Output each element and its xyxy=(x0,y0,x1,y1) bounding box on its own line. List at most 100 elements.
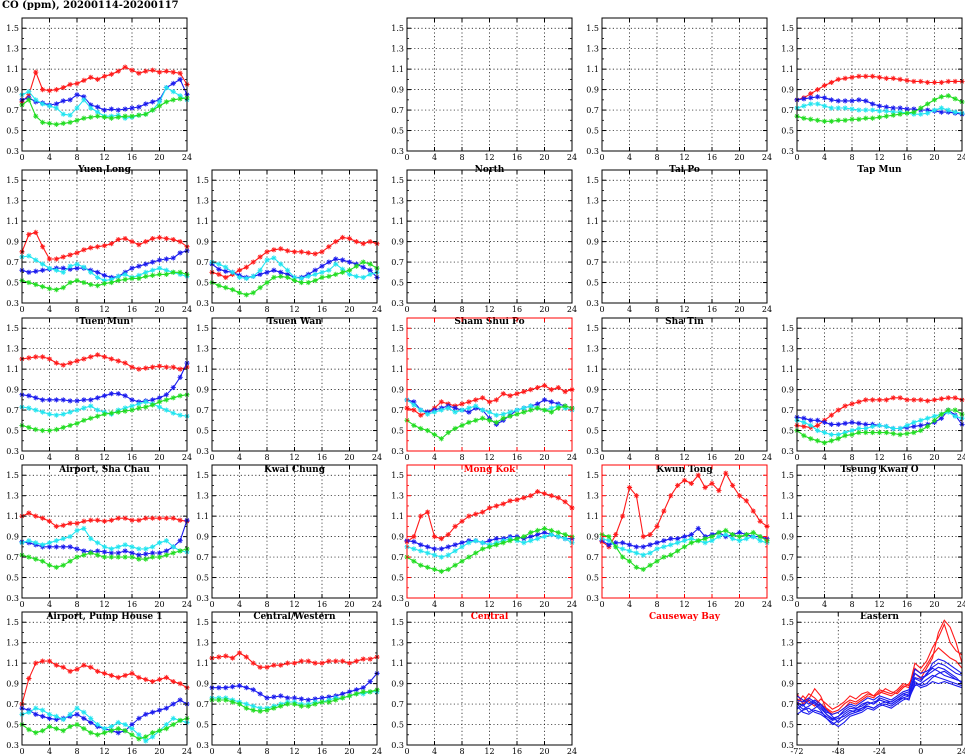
data-point xyxy=(53,360,59,366)
y-tick-label: 0.9 xyxy=(6,386,19,395)
data-point xyxy=(88,105,94,111)
data-point xyxy=(521,389,527,395)
chart-title: Kwai Chung xyxy=(264,465,326,475)
x-tick-label: 12 xyxy=(99,747,109,755)
data-point xyxy=(136,263,142,269)
data-point xyxy=(821,118,828,124)
data-point xyxy=(156,395,163,401)
chart-eastern: 0 4 8 12 16 20 24 0.3 0.5 0.7 0.9 1.1 1.3 1.5 Eastern xyxy=(781,464,965,622)
data-point xyxy=(60,562,66,568)
data-point xyxy=(904,422,910,429)
x-tick-label: 20 xyxy=(539,453,549,462)
data-point xyxy=(312,277,318,284)
y-tick-label: 0.5 xyxy=(781,127,794,136)
data-point xyxy=(305,703,311,709)
data-point xyxy=(863,425,869,432)
x-tick-label: 16 xyxy=(902,453,912,462)
data-point xyxy=(53,267,59,273)
y-tick-label: 0.5 xyxy=(196,279,209,288)
y-tick-label: 0.9 xyxy=(6,533,19,542)
y-tick-label: 1.5 xyxy=(586,24,599,33)
data-point xyxy=(535,531,541,538)
data-point xyxy=(285,267,291,273)
data-point xyxy=(101,114,108,120)
x-tick-label: 4 xyxy=(47,305,52,314)
x-tick-label: 20 xyxy=(344,453,354,462)
data-point xyxy=(500,415,506,421)
data-point xyxy=(743,536,749,542)
data-point xyxy=(216,654,222,660)
data-point xyxy=(367,271,373,277)
data-point xyxy=(74,250,80,256)
data-point xyxy=(897,425,903,432)
y-tick-label: 0.3 xyxy=(586,447,599,456)
data-point xyxy=(271,662,277,668)
data-point xyxy=(156,707,163,713)
y-tick-label: 0.5 xyxy=(781,721,794,730)
y-tick-label: 1.5 xyxy=(781,471,794,480)
data-point xyxy=(918,422,924,429)
data-point xyxy=(312,660,318,666)
data-point xyxy=(257,267,263,273)
data-point xyxy=(81,97,87,103)
data-point xyxy=(808,116,814,122)
data-point xyxy=(842,75,848,81)
data-point xyxy=(101,277,108,284)
data-point xyxy=(291,277,298,284)
data-point xyxy=(136,272,142,278)
x-tick-label: 0 xyxy=(404,305,409,314)
data-point xyxy=(828,105,834,111)
y-tick-label: 1.1 xyxy=(391,659,404,668)
data-point xyxy=(143,556,149,562)
data-point xyxy=(177,366,183,372)
x-tick-label: 12 xyxy=(874,153,884,162)
data-point xyxy=(67,252,73,258)
data-point xyxy=(250,707,256,713)
data-point xyxy=(911,429,917,436)
y-tick-label: 1.5 xyxy=(391,24,404,33)
data-point xyxy=(53,726,59,732)
data-point xyxy=(74,117,80,123)
y-tick-label: 0.7 xyxy=(781,406,794,415)
data-point xyxy=(312,701,318,707)
chart-kwai-chung: 0 4 8 12 16 20 24 0.3 0.5 0.7 0.9 1.1 1.3 1.5 Kwai Chu… xyxy=(196,317,382,475)
data-point xyxy=(40,542,46,548)
data-point xyxy=(53,538,59,544)
data-point xyxy=(46,715,53,721)
data-point xyxy=(606,542,612,548)
data-point xyxy=(115,391,121,397)
x-tick-label: 12 xyxy=(679,453,689,462)
data-point xyxy=(216,261,222,267)
data-point xyxy=(438,568,444,574)
y-tick-label: 1.1 xyxy=(586,65,599,74)
data-point xyxy=(278,662,284,668)
data-point xyxy=(278,261,284,267)
data-point xyxy=(278,693,284,699)
y-tick-label: 0.7 xyxy=(781,553,794,562)
data-point xyxy=(108,115,114,121)
data-point xyxy=(136,70,142,76)
data-point xyxy=(486,505,493,511)
y-tick-label: 0.3 xyxy=(6,299,19,308)
data-point xyxy=(129,550,135,556)
data-point xyxy=(856,97,862,103)
data-point xyxy=(528,407,534,413)
data-point xyxy=(842,420,848,426)
data-point xyxy=(480,395,486,401)
data-point xyxy=(312,251,318,257)
data-point xyxy=(88,715,94,721)
data-point xyxy=(411,539,417,545)
data-point xyxy=(333,256,339,262)
data-point xyxy=(88,719,94,726)
data-point xyxy=(108,356,114,362)
plot-frame xyxy=(21,17,188,152)
data-point xyxy=(170,255,176,261)
data-point xyxy=(115,273,121,279)
x-tick-label: 24 xyxy=(762,305,772,314)
data-point xyxy=(177,93,183,99)
data-point xyxy=(507,538,513,544)
data-point xyxy=(95,413,101,419)
data-point xyxy=(101,272,108,278)
data-point xyxy=(271,267,277,273)
